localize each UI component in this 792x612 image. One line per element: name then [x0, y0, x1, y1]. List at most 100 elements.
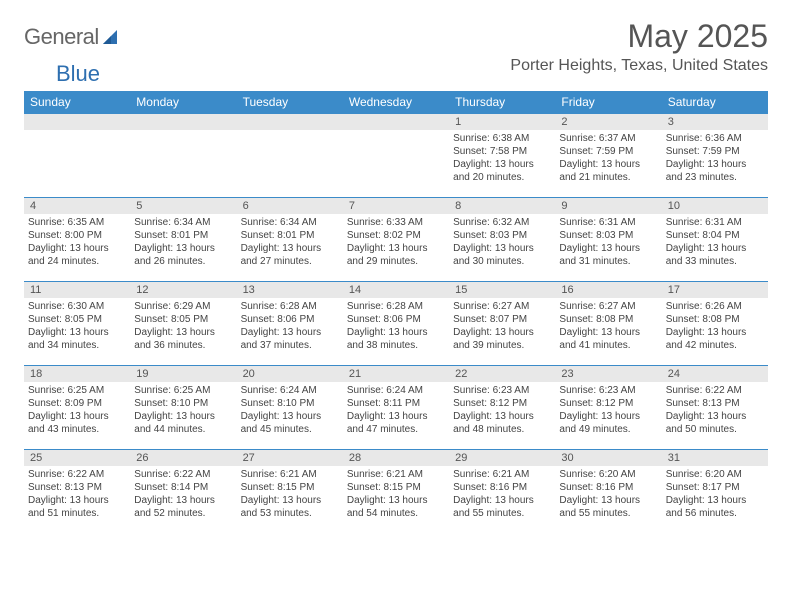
day-cell: 29Sunrise: 6:21 AMSunset: 8:16 PMDayligh… [449, 449, 555, 533]
month-title: May 2025 [510, 18, 768, 55]
sunset-text: Sunset: 8:12 PM [559, 397, 657, 410]
day-number: 2 [555, 113, 661, 130]
day-info: Sunrise: 6:33 AMSunset: 8:02 PMDaylight:… [347, 214, 445, 268]
sunset-text: Sunset: 8:15 PM [241, 481, 339, 494]
day-header-tuesday: Tuesday [237, 91, 343, 113]
day-cell: 31Sunrise: 6:20 AMSunset: 8:17 PMDayligh… [662, 449, 768, 533]
day-info: Sunrise: 6:34 AMSunset: 8:01 PMDaylight:… [134, 214, 232, 268]
day-number: 14 [343, 281, 449, 298]
daylight-text: Daylight: 13 hours and 37 minutes. [241, 326, 339, 352]
sunrise-text: Sunrise: 6:23 AM [453, 384, 551, 397]
sunset-text: Sunset: 8:05 PM [28, 313, 126, 326]
day-info: Sunrise: 6:23 AMSunset: 8:12 PMDaylight:… [453, 382, 551, 436]
day-cell: 11Sunrise: 6:30 AMSunset: 8:05 PMDayligh… [24, 281, 130, 365]
day-cell [343, 113, 449, 197]
day-info: Sunrise: 6:22 AMSunset: 8:13 PMDaylight:… [28, 466, 126, 520]
day-number: 4 [24, 197, 130, 214]
day-info: Sunrise: 6:28 AMSunset: 8:06 PMDaylight:… [241, 298, 339, 352]
daylight-text: Daylight: 13 hours and 50 minutes. [666, 410, 764, 436]
logo-word1: General [24, 24, 99, 50]
daylight-text: Daylight: 13 hours and 29 minutes. [347, 242, 445, 268]
day-number: 3 [662, 113, 768, 130]
day-info: Sunrise: 6:27 AMSunset: 8:08 PMDaylight:… [559, 298, 657, 352]
day-cell: 30Sunrise: 6:20 AMSunset: 8:16 PMDayligh… [555, 449, 661, 533]
day-info: Sunrise: 6:20 AMSunset: 8:16 PMDaylight:… [559, 466, 657, 520]
day-info: Sunrise: 6:32 AMSunset: 8:03 PMDaylight:… [453, 214, 551, 268]
daylight-text: Daylight: 13 hours and 48 minutes. [453, 410, 551, 436]
day-header-friday: Friday [555, 91, 661, 113]
sunrise-text: Sunrise: 6:30 AM [28, 300, 126, 313]
sunset-text: Sunset: 8:13 PM [28, 481, 126, 494]
day-cell: 21Sunrise: 6:24 AMSunset: 8:11 PMDayligh… [343, 365, 449, 449]
week-row: 18Sunrise: 6:25 AMSunset: 8:09 PMDayligh… [24, 365, 768, 449]
day-info: Sunrise: 6:31 AMSunset: 8:03 PMDaylight:… [559, 214, 657, 268]
daylight-text: Daylight: 13 hours and 27 minutes. [241, 242, 339, 268]
day-header-row: SundayMondayTuesdayWednesdayThursdayFrid… [24, 91, 768, 113]
day-cell: 1Sunrise: 6:38 AMSunset: 7:58 PMDaylight… [449, 113, 555, 197]
logo: General [24, 24, 123, 50]
day-number: 23 [555, 365, 661, 382]
sunrise-text: Sunrise: 6:35 AM [28, 216, 126, 229]
day-cell: 10Sunrise: 6:31 AMSunset: 8:04 PMDayligh… [662, 197, 768, 281]
day-cell: 23 Sunrise: 6:23 AMSunset: 8:12 PMDayligh… [555, 365, 661, 449]
sunrise-text: Sunrise: 6:32 AM [453, 216, 551, 229]
calendar: SundayMondayTuesdayWednesdayThursdayFrid… [24, 91, 768, 533]
day-cell: 27Sunrise: 6:21 AMSunset: 8:15 PMDayligh… [237, 449, 343, 533]
day-number: 7 [343, 197, 449, 214]
day-number: 15 [449, 281, 555, 298]
day-cell [130, 113, 236, 197]
day-cell: 3Sunrise: 6:36 AMSunset: 7:59 PMDaylight… [662, 113, 768, 197]
day-cell: 25Sunrise: 6:22 AMSunset: 8:13 PMDayligh… [24, 449, 130, 533]
day-cell: 18Sunrise: 6:25 AMSunset: 8:09 PMDayligh… [24, 365, 130, 449]
daylight-text: Daylight: 13 hours and 49 minutes. [559, 410, 657, 436]
sunset-text: Sunset: 8:01 PM [241, 229, 339, 242]
daylight-text: Daylight: 13 hours and 51 minutes. [28, 494, 126, 520]
sunset-text: Sunset: 8:06 PM [347, 313, 445, 326]
day-cell [24, 113, 130, 197]
day-info: Sunrise: 6:37 AMSunset: 7:59 PMDaylight:… [559, 130, 657, 184]
sunset-text: Sunset: 8:08 PM [559, 313, 657, 326]
daylight-text: Daylight: 13 hours and 44 minutes. [134, 410, 232, 436]
day-cell: 4Sunrise: 6:35 AMSunset: 8:00 PMDaylight… [24, 197, 130, 281]
day-cell: 19Sunrise: 6:25 AMSunset: 8:10 PMDayligh… [130, 365, 236, 449]
sunrise-text: Sunrise: 6:25 AM [28, 384, 126, 397]
day-cell: 8Sunrise: 6:32 AMSunset: 8:03 PMDaylight… [449, 197, 555, 281]
day-info: Sunrise: 6:35 AMSunset: 8:00 PMDaylight:… [28, 214, 126, 268]
daylight-text: Daylight: 13 hours and 43 minutes. [28, 410, 126, 436]
day-number [130, 113, 236, 130]
daylight-text: Daylight: 13 hours and 53 minutes. [241, 494, 339, 520]
day-info: Sunrise: 6:22 AMSunset: 8:13 PMDaylight:… [666, 382, 764, 436]
sunrise-text: Sunrise: 6:33 AM [347, 216, 445, 229]
logo-sail-icon [101, 28, 121, 46]
day-number: 13 [237, 281, 343, 298]
daylight-text: Daylight: 13 hours and 45 minutes. [241, 410, 339, 436]
sunrise-text: Sunrise: 6:24 AM [241, 384, 339, 397]
sunrise-text: Sunrise: 6:20 AM [559, 468, 657, 481]
day-number: 9 [555, 197, 661, 214]
sunrise-text: Sunrise: 6:22 AM [134, 468, 232, 481]
sunrise-text: Sunrise: 6:21 AM [241, 468, 339, 481]
sunrise-text: Sunrise: 6:21 AM [453, 468, 551, 481]
day-header-saturday: Saturday [662, 91, 768, 113]
sunset-text: Sunset: 8:03 PM [559, 229, 657, 242]
day-number [237, 113, 343, 130]
day-cell [237, 113, 343, 197]
sunset-text: Sunset: 8:13 PM [666, 397, 764, 410]
sunrise-text: Sunrise: 6:34 AM [134, 216, 232, 229]
day-info: Sunrise: 6:21 AMSunset: 8:15 PMDaylight:… [241, 466, 339, 520]
day-number: 26 [130, 449, 236, 466]
sunrise-text: Sunrise: 6:23 AM [559, 384, 657, 397]
day-number: 6 [237, 197, 343, 214]
daylight-text: Daylight: 13 hours and 52 minutes. [134, 494, 232, 520]
day-cell: 5Sunrise: 6:34 AMSunset: 8:01 PMDaylight… [130, 197, 236, 281]
day-number: 11 [24, 281, 130, 298]
week-row: 1Sunrise: 6:38 AMSunset: 7:58 PMDaylight… [24, 113, 768, 197]
logo-word2: Blue [56, 61, 792, 87]
daylight-text: Daylight: 13 hours and 54 minutes. [347, 494, 445, 520]
daylight-text: Daylight: 13 hours and 31 minutes. [559, 242, 657, 268]
daylight-text: Daylight: 13 hours and 42 minutes. [666, 326, 764, 352]
day-info: Sunrise: 6:34 AMSunset: 8:01 PMDaylight:… [241, 214, 339, 268]
day-number: 1 [449, 113, 555, 130]
daylight-text: Daylight: 13 hours and 30 minutes. [453, 242, 551, 268]
day-number [24, 113, 130, 130]
